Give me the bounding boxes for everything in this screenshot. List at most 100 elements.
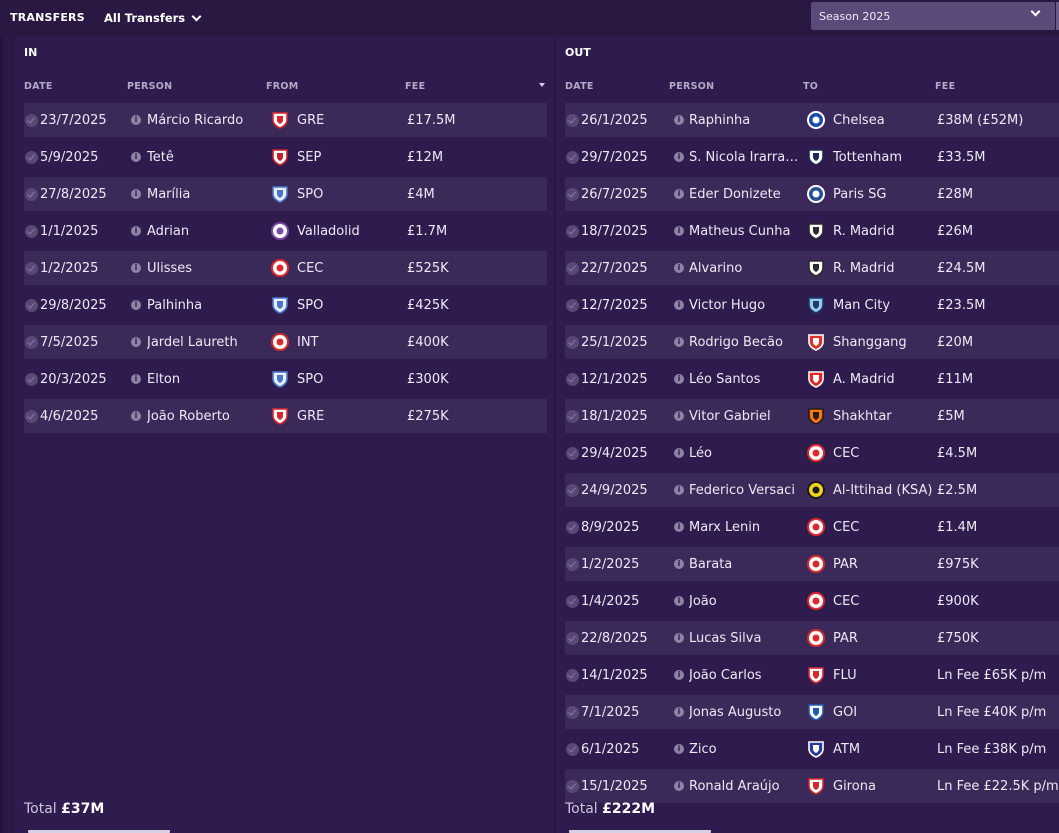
info-icon[interactable]: i (131, 300, 141, 310)
transfer-row[interactable]: 27/8/2025 i Marília SPO £4M (24, 177, 547, 214)
player-name[interactable]: João Carlos (689, 668, 762, 683)
club-name[interactable]: A. Madrid (833, 372, 895, 387)
player-name[interactable]: S. Nicola Irarrago… (689, 150, 801, 165)
transfer-row[interactable]: 15/1/2025 i Ronald Araújo Girona Ln Fee £22.… (565, 769, 1059, 806)
info-icon[interactable]: i (131, 226, 141, 236)
transfer-row[interactable]: 6/1/2025 i Zico ATM Ln Fee £38K p/m (565, 732, 1059, 769)
column-header-date[interactable]: DATE (24, 81, 53, 92)
info-icon[interactable]: i (131, 337, 141, 347)
info-icon[interactable]: i (674, 152, 684, 162)
info-icon[interactable]: i (674, 522, 684, 532)
column-header-fee[interactable]: FEE (405, 81, 426, 92)
column-header-fee[interactable]: FEE (935, 81, 956, 92)
player-name[interactable]: Zico (689, 742, 717, 757)
club-name[interactable]: Paris SG (833, 187, 887, 202)
transfer-row[interactable]: 1/2/2025 i Ulisses CEC £525K (24, 251, 547, 288)
club-name[interactable]: GRE (297, 409, 325, 424)
player-name[interactable]: Léo (689, 446, 712, 461)
club-name[interactable]: SPO (297, 187, 324, 202)
info-icon[interactable]: i (674, 485, 684, 495)
club-name[interactable]: INT (297, 335, 319, 350)
club-name[interactable]: SPO (297, 298, 324, 313)
club-name[interactable]: Shakhtar (833, 409, 892, 424)
club-name[interactable]: PAR (833, 557, 858, 572)
club-name[interactable]: Shanggang (833, 335, 907, 350)
column-header-to[interactable]: TO (803, 81, 819, 92)
info-icon[interactable]: i (674, 115, 684, 125)
info-icon[interactable]: i (674, 744, 684, 754)
transfer-row[interactable]: 12/1/2025 i Léo Santos A. Madrid £11M (565, 362, 1059, 399)
transfer-row[interactable]: 24/9/2025 i Federico Versaci Al-Ittihad (KS… (565, 473, 1059, 510)
club-name[interactable]: R. Madrid (833, 224, 895, 239)
transfer-row[interactable]: 22/7/2025 i Alvarino R. Madrid £24.5M (565, 251, 1059, 288)
transfer-row[interactable]: 1/2/2025 i Barata PAR £975K (565, 547, 1059, 584)
transfer-row[interactable]: 4/6/2025 i João Roberto GRE £275K (24, 399, 547, 436)
info-icon[interactable]: i (674, 226, 684, 236)
club-name[interactable]: Al-Ittihad (KSA) (833, 483, 933, 498)
info-icon[interactable]: i (674, 263, 684, 273)
player-name[interactable]: Barata (689, 557, 733, 572)
club-name[interactable]: GOI (833, 705, 858, 720)
club-name[interactable]: PAR (833, 631, 858, 646)
transfer-row[interactable]: 18/7/2025 i Matheus Cunha R. Madrid £26M (565, 214, 1059, 251)
club-name[interactable]: Girona (833, 779, 876, 794)
info-icon[interactable]: i (674, 670, 684, 680)
club-name[interactable]: CEC (833, 446, 860, 461)
transfer-row[interactable]: 18/1/2025 i Vitor Gabriel Shakhtar £5M (565, 399, 1059, 436)
info-icon[interactable]: i (131, 411, 141, 421)
transfer-row[interactable]: 14/1/2025 i João Carlos FLU Ln Fee £65K p/m (565, 658, 1059, 695)
transfer-row[interactable]: 8/9/2025 i Marx Lenin CEC £1.4M (565, 510, 1059, 547)
column-header-person[interactable]: PERSON (669, 81, 715, 92)
club-name[interactable]: Valladolid (297, 224, 360, 239)
column-header-date[interactable]: DATE (565, 81, 594, 92)
transfer-row[interactable]: 7/5/2025 i Jardel Laureth INT £400K (24, 325, 547, 362)
transfer-row[interactable]: 23/7/2025 i Márcio Ricardo GRE £17.5M (24, 103, 547, 140)
club-name[interactable]: SPO (297, 372, 324, 387)
info-icon[interactable]: i (131, 374, 141, 384)
club-name[interactable]: CEC (833, 520, 860, 535)
transfer-row[interactable]: 26/1/2025 i Raphinha Chelsea £38M (£52M) (565, 103, 1059, 140)
info-icon[interactable]: i (131, 263, 141, 273)
transfer-row[interactable]: 5/9/2025 i Tetê SEP £12M (24, 140, 547, 177)
player-name[interactable]: Palhinha (147, 298, 203, 313)
transfer-row[interactable]: 1/4/2025 i João CEC £900K (565, 584, 1059, 621)
info-icon[interactable]: i (674, 374, 684, 384)
transfer-row[interactable]: 1/1/2025 i Adrian Valladolid £1.7M (24, 214, 547, 251)
player-name[interactable]: Tetê (147, 150, 174, 165)
scrollbar[interactable] (569, 830, 711, 833)
info-icon[interactable]: i (674, 300, 684, 310)
info-icon[interactable]: i (674, 559, 684, 569)
transfer-row[interactable]: 7/1/2025 i Jonas Augusto GOI Ln Fee £40K p/m (565, 695, 1059, 732)
player-name[interactable]: Ronald Araújo (689, 779, 780, 794)
info-icon[interactable]: i (674, 707, 684, 717)
info-icon[interactable]: i (131, 189, 141, 199)
club-name[interactable]: Chelsea (833, 113, 885, 128)
info-icon[interactable]: i (674, 411, 684, 421)
info-icon[interactable]: i (674, 633, 684, 643)
scrollbar[interactable] (28, 830, 170, 833)
club-name[interactable]: SEP (297, 150, 322, 165)
player-name[interactable]: Marx Lenin (689, 520, 761, 535)
player-name[interactable]: Alvarino (689, 261, 743, 276)
season-dropdown[interactable]: Season 2025 (811, 2, 1055, 30)
transfer-row[interactable]: 25/1/2025 i Rodrigo Becão Shanggang £20M (565, 325, 1059, 362)
info-icon[interactable]: i (674, 596, 684, 606)
club-name[interactable]: Man City (833, 298, 891, 313)
player-name[interactable]: Adrian (147, 224, 190, 239)
info-icon[interactable]: i (674, 337, 684, 347)
player-name[interactable]: Marília (147, 187, 191, 202)
player-name[interactable]: Raphinha (689, 113, 751, 128)
club-name[interactable]: CEC (833, 594, 860, 609)
transfer-row[interactable]: 12/7/2025 i Victor Hugo Man City £23.5M (565, 288, 1059, 325)
player-name[interactable]: Ulisses (147, 261, 193, 276)
transfer-row[interactable]: 22/8/2025 i Lucas Silva PAR £750K (565, 621, 1059, 658)
club-name[interactable]: R. Madrid (833, 261, 895, 276)
column-header-person[interactable]: PERSON (127, 81, 173, 92)
player-name[interactable]: Victor Hugo (689, 298, 766, 313)
transfer-row[interactable]: 20/3/2025 i Elton SPO £300K (24, 362, 547, 399)
player-name[interactable]: Federico Versaci (689, 483, 795, 498)
info-icon[interactable]: i (674, 781, 684, 791)
sort-desc-icon[interactable] (539, 83, 545, 87)
club-name[interactable]: Tottenham (833, 150, 902, 165)
player-name[interactable]: Márcio Ricardo (147, 113, 244, 128)
